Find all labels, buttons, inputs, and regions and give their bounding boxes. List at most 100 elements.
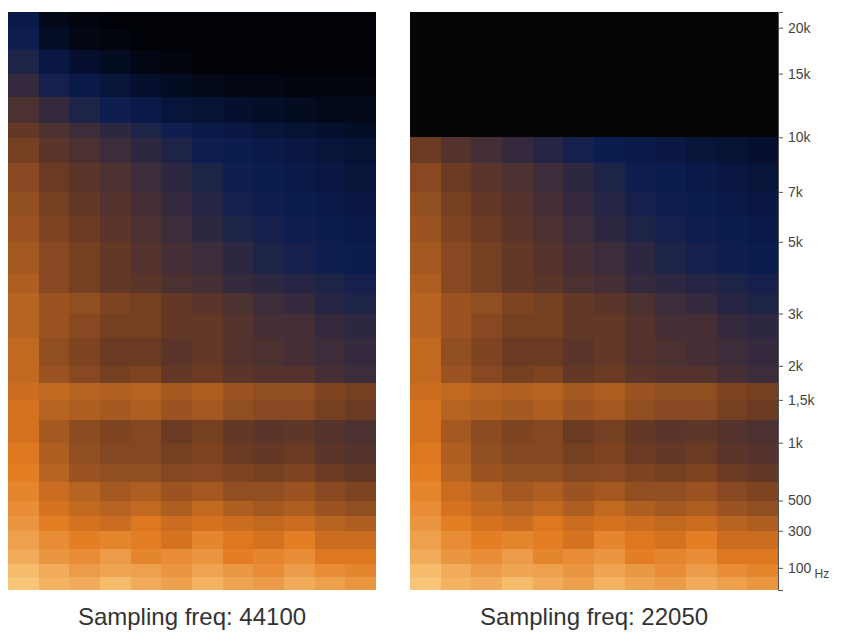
heat-cell (131, 162, 162, 192)
heat-cell (441, 274, 472, 293)
heat-cell (441, 314, 472, 339)
tick-label: 20k (788, 20, 812, 36)
heat-cell (686, 501, 717, 516)
heat-cell (410, 137, 441, 163)
heat-cell (69, 49, 100, 74)
heat-cell (253, 531, 284, 549)
heat-cell (471, 293, 502, 315)
heat-cell (131, 12, 162, 28)
heat-cell (131, 366, 162, 383)
heat-cell (100, 192, 131, 216)
heat-cell (284, 366, 315, 383)
heat-cell (502, 400, 533, 421)
heat-cell (8, 192, 39, 216)
heat-cell (8, 366, 39, 383)
heat-cell (161, 382, 192, 400)
heat-cell (655, 463, 686, 481)
heat-cell (625, 274, 656, 293)
heat-cell (8, 96, 39, 122)
heat-cell (100, 400, 131, 421)
heat-cell (502, 274, 533, 293)
heat-cell (345, 531, 376, 549)
heat-cell (8, 576, 39, 590)
heat-cell (533, 576, 564, 590)
heat-cell (533, 137, 564, 163)
heat-cell (502, 314, 533, 339)
heat-cell (441, 137, 472, 163)
heat-cell (161, 531, 192, 549)
heat-cell (253, 366, 284, 383)
heat-cell (315, 443, 346, 464)
heat-cell (747, 515, 778, 531)
heat-cell (594, 463, 625, 481)
heat-cell (161, 96, 192, 122)
heat-cell (594, 531, 625, 549)
heat-cell (686, 338, 717, 367)
heat-cell (284, 515, 315, 531)
heat-cell (747, 215, 778, 242)
heat-cell (39, 12, 70, 28)
heat-cell (594, 420, 625, 443)
heat-cell (192, 443, 223, 464)
heat-cell (563, 501, 594, 516)
heat-cell (284, 338, 315, 367)
heat-cell (655, 293, 686, 315)
tick: 3k (778, 306, 804, 322)
y-axis: 20k15k10k7k5k3k2k1,5k1k500300100 (778, 13, 815, 591)
heat-cell (8, 531, 39, 549)
heat-cell (69, 443, 100, 464)
heat-cell (161, 137, 192, 163)
tick-mark (778, 137, 783, 138)
heat-cell (39, 564, 70, 577)
heat-cell (223, 564, 254, 577)
heat-cell (345, 49, 376, 74)
heat-cell (284, 74, 315, 97)
heat-cell (686, 162, 717, 192)
heat-cell (471, 564, 502, 577)
tick-mark (778, 242, 783, 243)
heat-cell (686, 382, 717, 400)
heat-cell (161, 515, 192, 531)
heat-cell (686, 242, 717, 275)
heat-cell (747, 463, 778, 481)
heat-cell (131, 74, 162, 97)
heat-cell (8, 215, 39, 242)
heat-cell (594, 162, 625, 192)
heat-cell (192, 576, 223, 590)
heat-cell (100, 501, 131, 516)
heat-cell (284, 314, 315, 339)
heat-cell (315, 293, 346, 315)
heat-cell (8, 338, 39, 367)
heat-cell (161, 443, 192, 464)
heat-cell (192, 274, 223, 293)
heat-cell (192, 420, 223, 443)
heat-cell (441, 443, 472, 464)
heat-cell (223, 137, 254, 163)
heat-cell (131, 531, 162, 549)
heat-cell (284, 293, 315, 315)
heat-cell (471, 548, 502, 564)
heat-cell (625, 531, 656, 549)
cells (410, 137, 778, 590)
heat-cell (39, 548, 70, 564)
heat-cell (441, 215, 472, 242)
heat-cell (563, 242, 594, 275)
heat-cell (410, 314, 441, 339)
heat-cell (131, 400, 162, 421)
heat-cell (161, 74, 192, 97)
heat-cell (471, 274, 502, 293)
heat-cell (655, 314, 686, 339)
heat-cell (131, 96, 162, 122)
heat-cell (131, 242, 162, 275)
heat-cell (315, 501, 346, 516)
heat-cell (747, 192, 778, 216)
tick-label: 1k (788, 435, 804, 451)
heat-cell (747, 293, 778, 315)
heat-cell (410, 515, 441, 531)
heat-cell (717, 463, 748, 481)
heat-cell (69, 531, 100, 549)
heat-cell (345, 96, 376, 122)
heat-cell (747, 162, 778, 192)
heat-cell (284, 192, 315, 216)
heat-cell (717, 548, 748, 564)
